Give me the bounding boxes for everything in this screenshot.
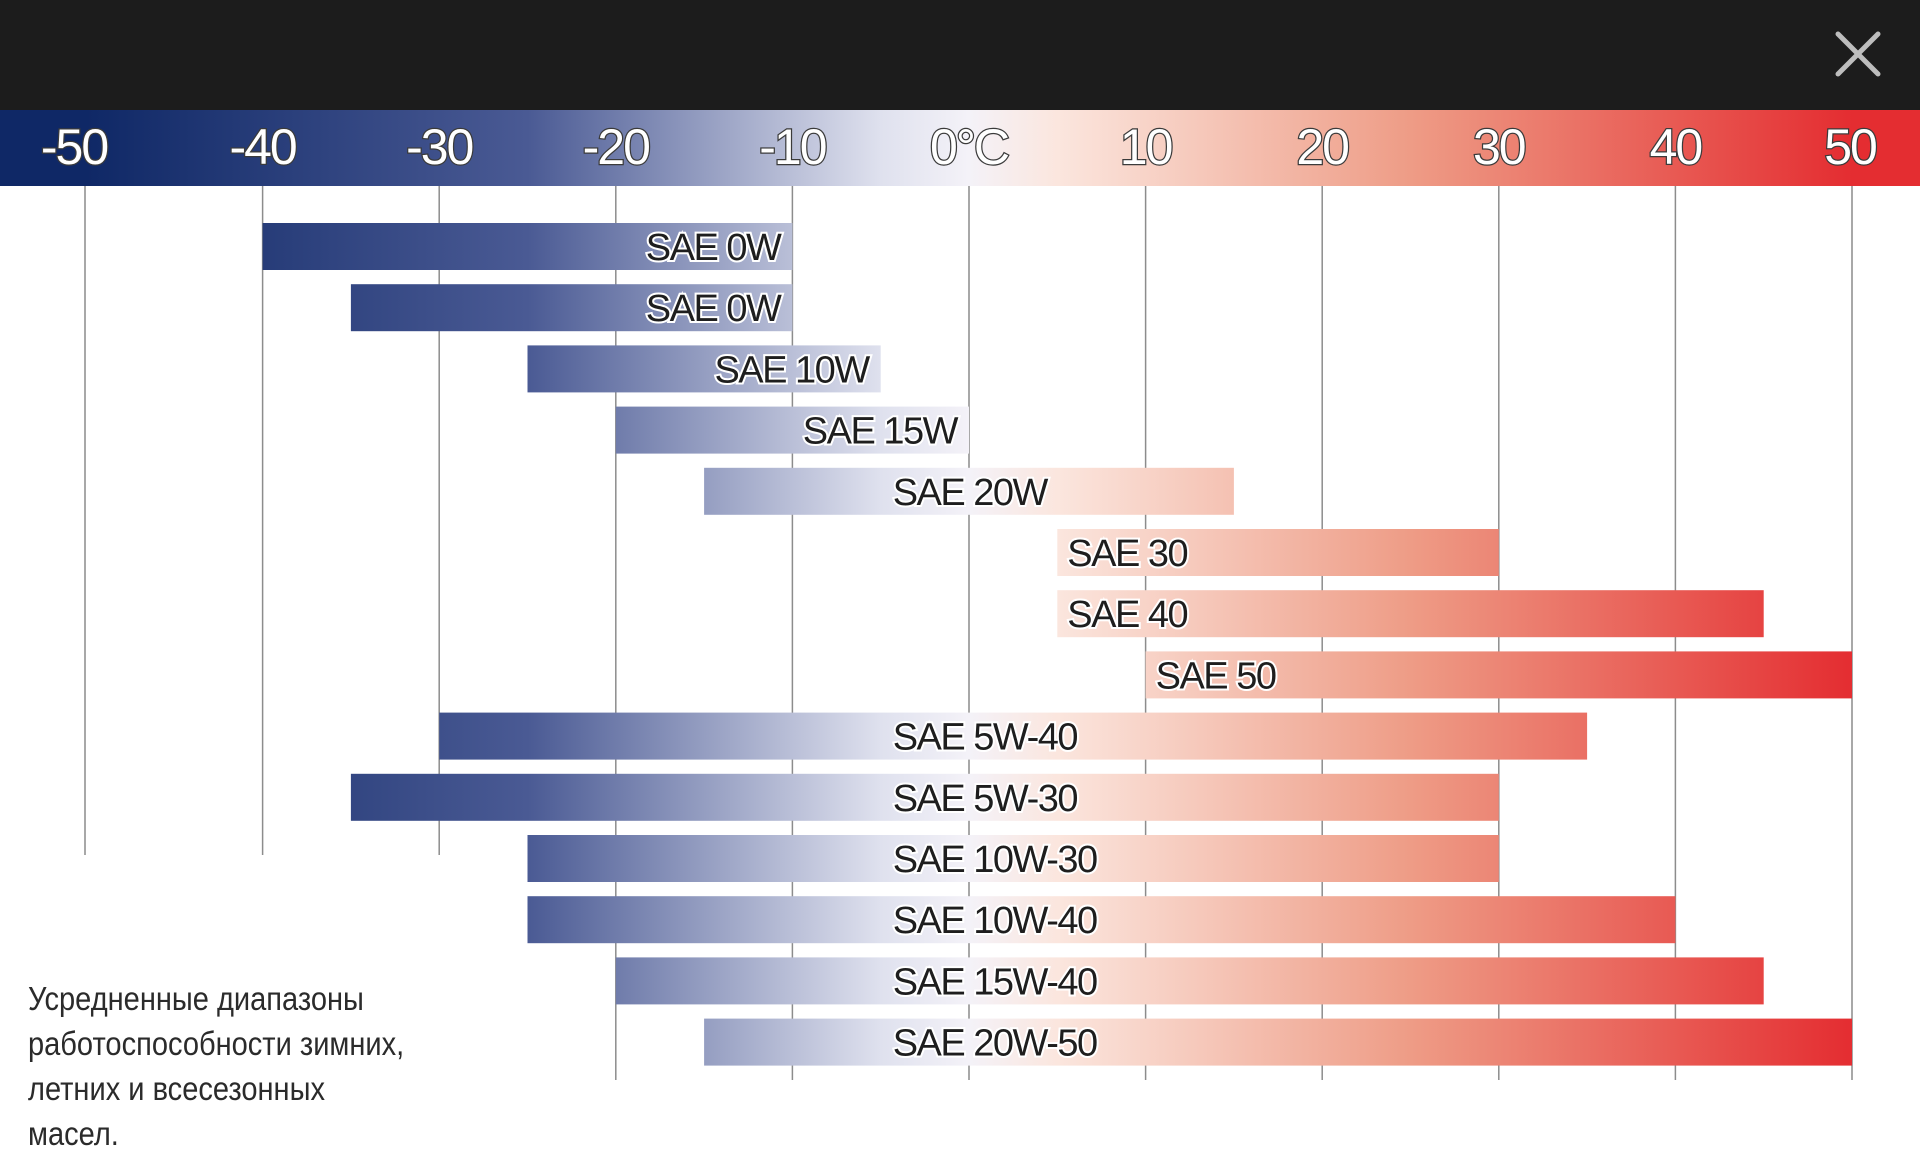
bar-label: SAE 5W-30 xyxy=(893,778,1078,820)
range-bar xyxy=(1057,590,1764,638)
bar-label: SAE 15W xyxy=(803,411,959,453)
range-bar xyxy=(704,467,1234,515)
range-bar xyxy=(615,406,969,454)
x-tick-label: -50 xyxy=(41,119,107,175)
bar-label: SAE 5W-40 xyxy=(893,717,1078,759)
range-bar xyxy=(527,835,1499,882)
x-tick-label: -30 xyxy=(406,119,472,175)
close-icon xyxy=(1835,31,1881,77)
x-tick-label: -40 xyxy=(229,119,295,175)
range-bar xyxy=(262,223,793,270)
x-tick-label: 20 xyxy=(1296,119,1348,175)
bar-label: SAE 20W xyxy=(893,472,1049,514)
close-button[interactable] xyxy=(1826,22,1890,86)
x-tick-label: 10 xyxy=(1120,119,1172,175)
range-bar xyxy=(350,773,1499,821)
range-bar xyxy=(439,712,1588,760)
range-bar xyxy=(615,957,1764,1005)
x-tick-label: -10 xyxy=(759,119,825,175)
image-viewer-bar xyxy=(0,0,1920,110)
bar-label: SAE 50 xyxy=(1156,655,1276,697)
x-tick-label: 40 xyxy=(1650,119,1702,175)
bar-label: SAE 20W-50 xyxy=(893,1023,1097,1065)
range-bar xyxy=(704,1018,1852,1066)
range-bar xyxy=(350,284,793,332)
temperature-scale-band xyxy=(0,110,1920,186)
bar-label: SAE 40 xyxy=(1067,594,1187,636)
bar-label: SAE 10W-40 xyxy=(893,900,1097,942)
bar-label: SAE 10W xyxy=(714,349,870,391)
bar-label: SAE 30 xyxy=(1067,533,1187,575)
x-tick-label: -20 xyxy=(583,119,649,175)
oil-viscosity-chart: -50 -40 -30 -20 -10 0°C 10 20 30 40 50 SAE 0W SAE 0W… xyxy=(0,110,1920,1152)
range-bar xyxy=(1057,529,1499,576)
chart-canvas: -50 -40 -30 -20 -10 0°C 10 20 30 40 50 SAE 0W SAE 0W… xyxy=(0,110,1920,1080)
range-bar xyxy=(527,896,1676,944)
chart-caption: Усредненные диапазоны работоспособности … xyxy=(28,980,405,1152)
bar-label: SAE 15W-40 xyxy=(893,961,1097,1003)
x-tick-label: 0°C xyxy=(930,119,1009,175)
bar-label: SAE 0W xyxy=(646,227,782,269)
bar-label: SAE 0W xyxy=(646,288,782,330)
x-tick-label: 50 xyxy=(1824,119,1876,175)
bar-label: SAE 10W-30 xyxy=(893,839,1097,881)
range-bar xyxy=(1145,651,1852,699)
range-bar xyxy=(527,345,881,393)
x-tick-label: 30 xyxy=(1473,119,1525,175)
